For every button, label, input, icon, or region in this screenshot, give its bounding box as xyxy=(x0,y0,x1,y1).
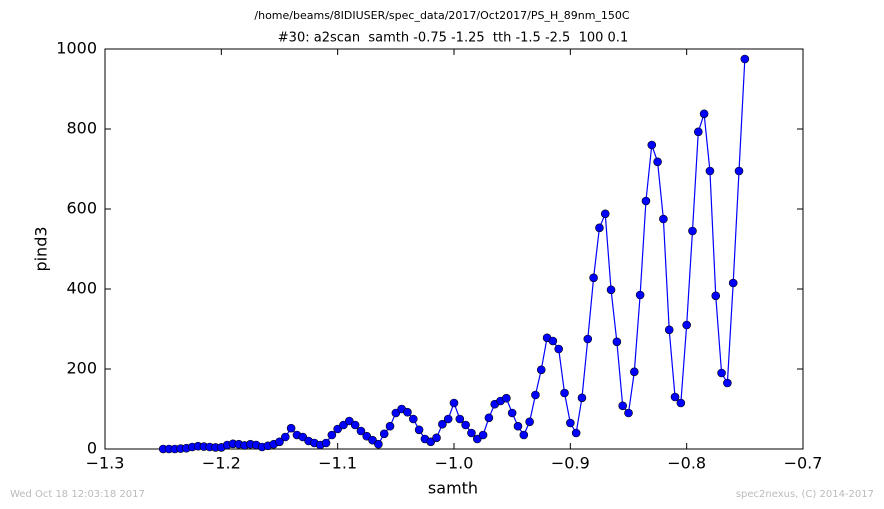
data-point xyxy=(595,223,604,233)
data-point xyxy=(647,140,657,150)
data-point xyxy=(693,127,703,137)
data-point xyxy=(699,109,709,119)
data-point xyxy=(275,437,284,447)
y-tick-label: 600 xyxy=(66,199,97,218)
data-point xyxy=(618,401,627,411)
x-axis-label: samth xyxy=(428,479,478,498)
y-axis-label: pind3 xyxy=(32,226,51,271)
data-point xyxy=(734,166,744,176)
x-tick-label: −1.0 xyxy=(435,454,474,473)
data-point xyxy=(664,325,674,335)
data-point xyxy=(560,388,569,398)
footer-left: Wed Oct 18 12:03:18 2017 xyxy=(10,489,145,500)
data-point xyxy=(502,393,511,403)
data-point xyxy=(589,273,598,283)
data-point xyxy=(670,392,680,402)
data-point xyxy=(467,428,476,438)
chart-subtitle: #30: a2scan samth -0.75 -1.25 tth -1.5 -… xyxy=(278,31,628,46)
data-point xyxy=(600,209,610,219)
data-point xyxy=(478,430,488,440)
data-point xyxy=(525,417,534,427)
data-point xyxy=(443,414,453,424)
data-point xyxy=(484,413,494,423)
x-tick-label: −0.7 xyxy=(784,454,823,473)
x-tick-label: −0.8 xyxy=(667,454,706,473)
data-point xyxy=(740,54,750,64)
x-tick-label: −1.3 xyxy=(86,454,125,473)
data-point xyxy=(507,408,517,418)
data-point xyxy=(606,285,616,295)
data-point xyxy=(624,408,633,418)
y-tick-label: 800 xyxy=(66,119,97,138)
data-point xyxy=(536,365,546,375)
data-point xyxy=(676,398,686,408)
x-tick-label: −1.1 xyxy=(318,454,357,473)
data-point xyxy=(711,291,721,301)
footer-right: spec2nexus, (C) 2014-2017 xyxy=(736,489,874,500)
data-point xyxy=(548,336,558,346)
data-point xyxy=(327,430,337,440)
y-tick-label: 0 xyxy=(87,439,97,458)
data-point xyxy=(455,414,465,424)
data-line xyxy=(163,58,746,450)
data-point xyxy=(356,426,366,436)
data-point xyxy=(653,157,662,167)
data-point xyxy=(391,408,401,418)
data-point xyxy=(374,439,383,449)
data-point xyxy=(362,431,372,441)
data-point xyxy=(449,398,459,408)
data-point xyxy=(571,428,581,438)
data-point xyxy=(321,438,331,448)
data-point xyxy=(635,290,645,300)
data-point xyxy=(519,430,529,440)
data-point xyxy=(281,432,290,442)
data-point xyxy=(472,434,482,444)
data-point xyxy=(408,414,418,424)
data-point xyxy=(723,378,732,388)
x-tick-label: −1.2 xyxy=(202,454,241,473)
data-point xyxy=(566,418,575,428)
data-point xyxy=(717,368,726,378)
data-point xyxy=(333,424,342,434)
data-point xyxy=(461,420,470,430)
chart-title: /home/beams/8IDIUSER/spec_data/2017/Oct2… xyxy=(254,9,630,22)
data-point xyxy=(630,367,639,377)
y-tick-label: 1000 xyxy=(56,39,97,58)
data-point xyxy=(339,420,348,430)
data-point xyxy=(298,432,308,442)
data-point xyxy=(438,419,447,429)
data-point xyxy=(426,437,436,447)
data-point xyxy=(612,337,622,347)
y-tick-label: 400 xyxy=(66,279,97,298)
data-point xyxy=(659,214,668,224)
data-point xyxy=(432,433,441,443)
data-point xyxy=(728,278,738,288)
y-tick-label: 200 xyxy=(66,359,97,378)
data-point xyxy=(554,344,564,354)
data-point xyxy=(577,393,587,403)
data-point xyxy=(344,416,354,426)
data-point xyxy=(583,334,593,344)
data-point xyxy=(368,435,377,445)
data-point xyxy=(286,423,296,433)
data-point xyxy=(414,425,424,435)
data-point xyxy=(379,429,389,439)
data-point xyxy=(513,421,523,431)
data-point xyxy=(688,226,697,236)
plot-frame xyxy=(104,48,804,450)
data-point xyxy=(641,196,651,206)
data-point xyxy=(531,390,540,400)
data-point xyxy=(705,166,715,176)
data-point xyxy=(385,421,395,431)
data-point xyxy=(403,407,412,417)
x-tick-label: −0.9 xyxy=(551,454,590,473)
data-point xyxy=(682,320,691,330)
data-point xyxy=(350,420,360,430)
